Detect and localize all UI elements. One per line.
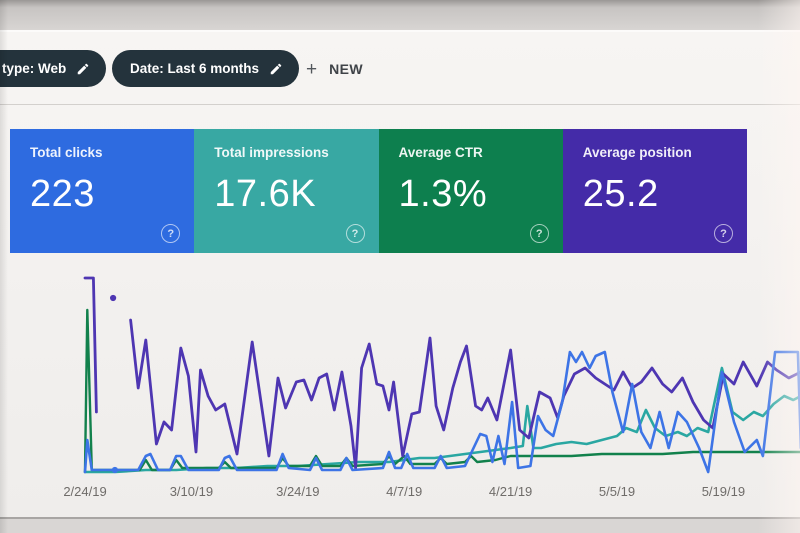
filter-chip-search-type[interactable]: type: Web bbox=[0, 50, 107, 87]
metric-card-title: Total clicks bbox=[30, 145, 103, 160]
metric-card-value: 17.6K bbox=[214, 173, 317, 215]
new-filter-label: NEW bbox=[329, 61, 363, 77]
metric-card-average-position[interactable]: Average position 25.2 ? bbox=[562, 129, 747, 253]
metric-card-title: Total impressions bbox=[214, 145, 329, 160]
edit-pencil-icon[interactable] bbox=[76, 62, 90, 76]
help-icon[interactable]: ? bbox=[714, 224, 733, 243]
new-filter-button[interactable]: + NEW bbox=[300, 54, 369, 84]
help-icon[interactable]: ? bbox=[345, 224, 365, 243]
metric-card-average-ctr[interactable]: Average CTR 1.3% ? bbox=[378, 129, 563, 253]
help-icon[interactable]: ? bbox=[529, 224, 549, 243]
filters-row: type: Web Date: Last 6 months + NEW bbox=[0, 50, 800, 88]
filter-chip-date-range[interactable]: Date: Last 6 months bbox=[112, 50, 300, 87]
metric-card-title: Average CTR bbox=[398, 145, 483, 160]
browser-chrome-band bbox=[0, 0, 800, 30]
metric-card-total-impressions[interactable]: Total impressions 17.6K ? bbox=[194, 129, 379, 253]
edit-pencil-icon[interactable] bbox=[269, 62, 283, 76]
toolbar-divider bbox=[0, 104, 800, 105]
help-icon[interactable]: ? bbox=[161, 224, 181, 243]
filter-chip-search-type-label: type: Web bbox=[2, 61, 67, 76]
metric-card-title: Average position bbox=[582, 145, 692, 160]
search-console-screen: type: Web Date: Last 6 months + NEW Tota… bbox=[0, 30, 800, 519]
metric-card-value: 1.3% bbox=[398, 173, 488, 215]
metric-card-total-clicks[interactable]: Total clicks 223 ? bbox=[10, 129, 195, 253]
metric-card-value: 25.2 bbox=[582, 173, 659, 215]
metric-card-value: 223 bbox=[30, 173, 95, 215]
plus-icon: + bbox=[306, 58, 318, 80]
metric-cards-row: Total clicks 223 ? Total impressions 17.… bbox=[10, 129, 747, 253]
filter-chip-date-range-label: Date: Last 6 months bbox=[130, 61, 260, 76]
